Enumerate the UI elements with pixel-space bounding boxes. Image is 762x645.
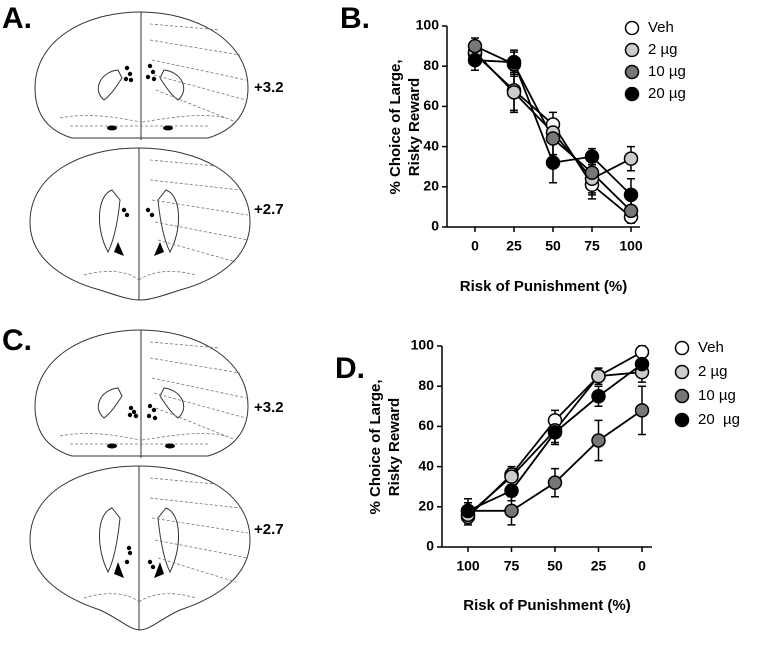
level-label: +2.7 (254, 201, 284, 218)
point (504, 503, 519, 519)
legend-label: 2 µg (648, 41, 678, 58)
x-tick-label: 0 (638, 558, 646, 574)
point (584, 149, 600, 164)
point (591, 433, 606, 448)
y-tick-label: 0 (431, 218, 439, 234)
y-axis-label: Risky Reward (406, 78, 423, 176)
point (460, 503, 476, 519)
y-tick-label: 100 (411, 337, 435, 353)
y-tick-label: 0 (426, 538, 434, 554)
level-label: +2.7 (254, 521, 284, 538)
level-label: +3.2 (254, 79, 284, 96)
panel-label: C. (2, 324, 32, 357)
x-tick-label: 25 (506, 238, 522, 254)
legend-marker (624, 64, 640, 80)
x-axis-label: Risk of Punishment (%) (460, 278, 628, 295)
legend-label: 2 µg (698, 363, 728, 380)
legend-marker (624, 86, 640, 102)
legend-marker (674, 340, 690, 356)
y-tick-label: 100 (416, 17, 440, 33)
point (467, 52, 483, 68)
legend-label: 20 µg (698, 411, 740, 428)
x-tick-label: 50 (545, 238, 561, 254)
y-tick-label: 60 (423, 97, 439, 113)
y-tick-label: 20 (423, 178, 439, 194)
legend-label: 10 µg (698, 387, 736, 404)
panel-label: B. (340, 2, 370, 35)
y-tick-label: 20 (418, 498, 434, 514)
x-tick-label: 25 (591, 558, 607, 574)
y-tick-label: 40 (423, 137, 439, 153)
x-tick-label: 100 (619, 238, 643, 254)
legend-marker (674, 388, 690, 404)
section-c-upper (34, 329, 249, 458)
section-c-lower (29, 465, 251, 631)
point (547, 475, 563, 490)
legend-label: Veh (648, 19, 674, 36)
y-tick-label: 80 (418, 377, 434, 393)
legend-label: 10 µg (648, 63, 686, 80)
y-axis-label: % Choice of Large, (387, 59, 404, 194)
y-axis-label: % Choice of Large, (367, 379, 384, 514)
legend-label: 20 µg (648, 85, 686, 102)
point (504, 469, 519, 484)
x-axis-label: Risk of Punishment (%) (463, 597, 631, 614)
legend-marker (674, 364, 690, 380)
panel-label: A. (2, 2, 32, 35)
y-tick-label: 40 (418, 457, 434, 473)
point (591, 389, 606, 404)
point (506, 85, 522, 100)
point (634, 344, 650, 360)
point (545, 131, 561, 146)
legend-label: Veh (698, 339, 724, 356)
point (591, 368, 606, 384)
y-axis-label: Risky Reward (386, 398, 403, 496)
legend-marker (674, 412, 690, 428)
point (623, 187, 639, 203)
legend-marker (624, 42, 640, 58)
point (504, 483, 519, 498)
point (547, 425, 563, 440)
level-label: +3.2 (254, 399, 284, 416)
y-tick-label: 80 (423, 57, 439, 73)
section-a-upper (34, 11, 249, 140)
x-tick-label: 75 (504, 558, 520, 574)
point (634, 403, 650, 418)
brain-sections (29, 11, 251, 631)
x-tick-label: 100 (456, 558, 480, 574)
point (623, 203, 639, 219)
point (467, 38, 483, 54)
section-a-lower (29, 147, 251, 301)
legend-marker (624, 20, 640, 36)
point (545, 155, 561, 170)
x-tick-label: 0 (471, 238, 479, 254)
panel-label: D. (335, 352, 365, 385)
y-tick-label: 60 (418, 417, 434, 433)
point (584, 165, 600, 180)
x-tick-label: 50 (547, 558, 563, 574)
point (623, 151, 639, 166)
point (506, 54, 522, 70)
point (634, 356, 650, 372)
x-tick-label: 75 (584, 238, 600, 254)
